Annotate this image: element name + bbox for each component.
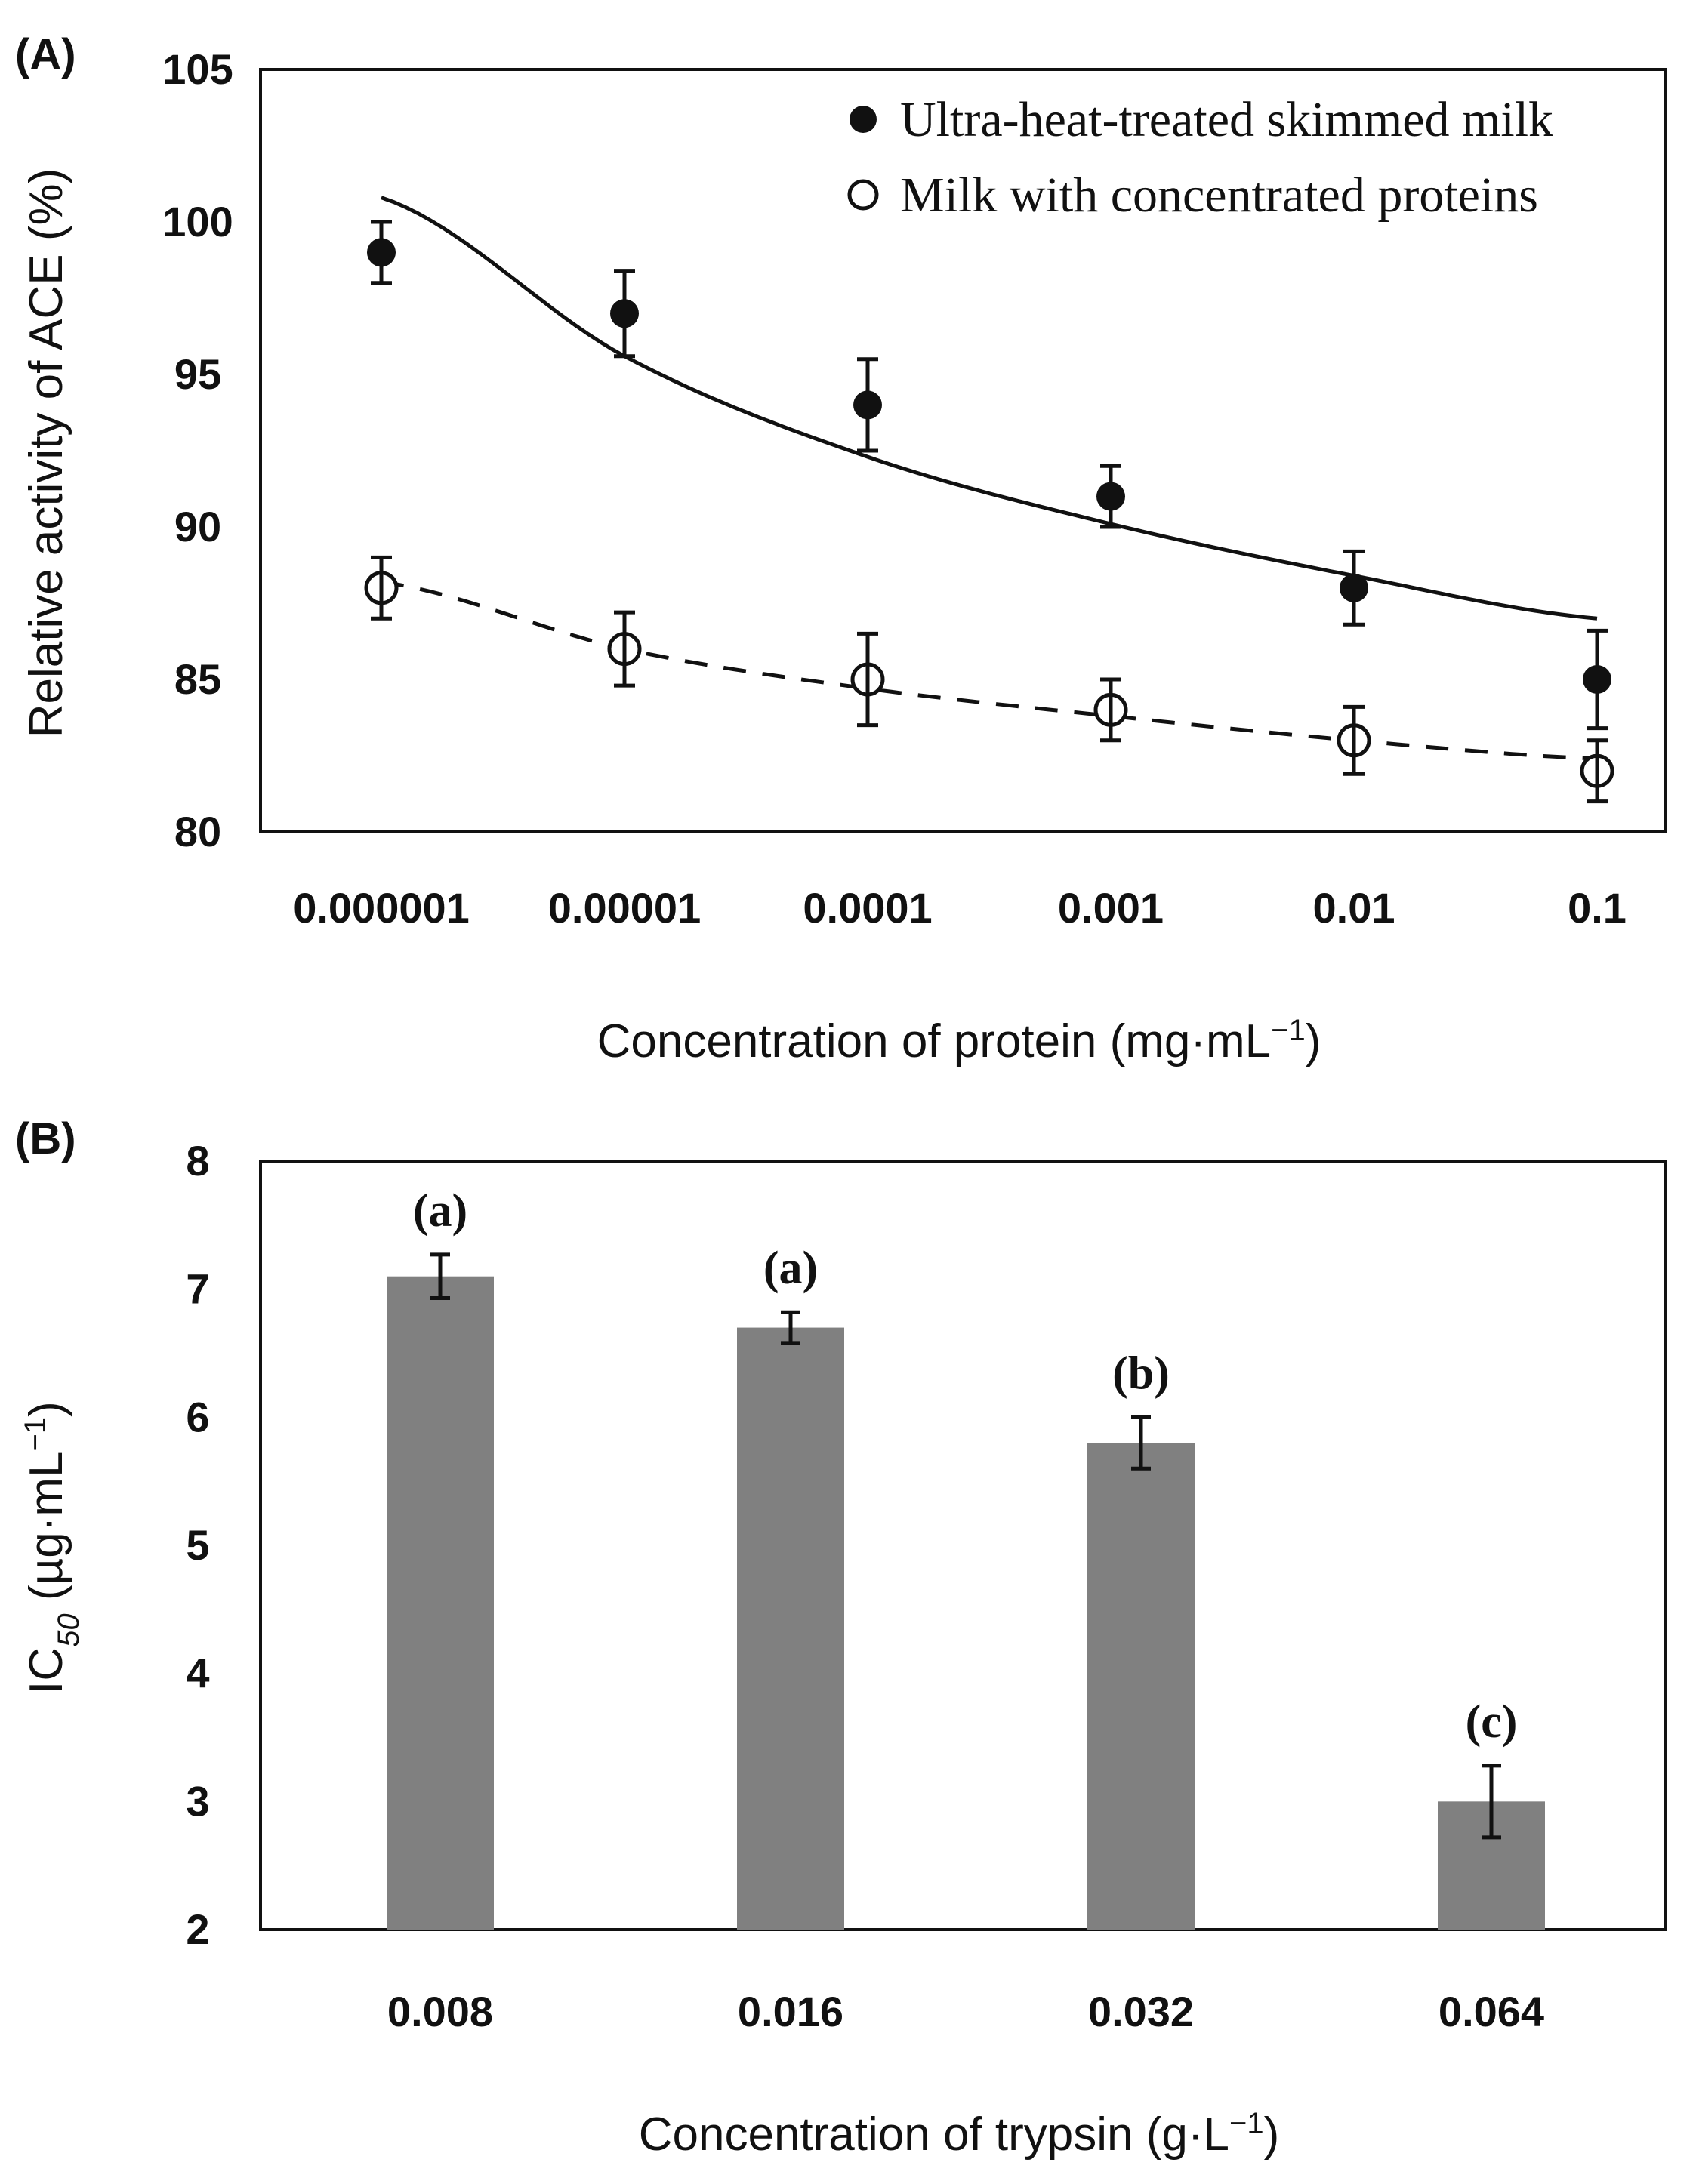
panel-a-error-bars	[371, 220, 1608, 804]
panel-b-y-axis-title-sub: 50	[52, 1613, 85, 1647]
panel-b-y-ticks: 2 3 4 5 6 7 8	[186, 1137, 209, 1953]
panel-a-x-axis-title: Concentration of protein (mg·mL−1)	[597, 1014, 1321, 1067]
data-point-uht-milk	[853, 390, 882, 420]
panel-b-y-tick-label: 8	[186, 1137, 209, 1184]
error-bar	[1131, 1415, 1151, 1471]
panel-a-legend: Ultra-heat-treated skimmed milk Milk wit…	[847, 92, 1553, 223]
panel-a-x-axis-title-main: Concentration of protein (mg·mL	[597, 1015, 1272, 1067]
panel-b-y-tick-label: 6	[186, 1393, 209, 1440]
panel-b-y-axis-title-end: )	[20, 1401, 72, 1417]
panel-b-x-tick-label: 0.032	[1088, 1988, 1194, 2035]
panel-b-x-ticks: 0.008 0.016 0.032 0.064	[387, 1988, 1544, 2035]
panel-b-error-bars	[430, 1252, 1501, 1840]
panel-b-bars	[387, 1276, 1545, 1930]
panel-b-y-axis-title-main: IC	[20, 1647, 72, 1694]
data-point-uht-milk	[1583, 665, 1611, 694]
panel-b-y-tick-label: 3	[186, 1777, 209, 1825]
panel-b-bar-chart: (B) 2 3 4 5 6 7 8 (a) (a) (b) (c) 0.008 0.016 0.032…	[15, 1114, 1667, 2161]
panel-b-x-axis-title-end: )	[1264, 2109, 1280, 2161]
panel-a-fit-lines	[381, 196, 1598, 761]
bar	[387, 1276, 494, 1930]
bar	[1087, 1443, 1195, 1930]
panel-b-x-axis-title: Concentration of trypsin (g·L−1)	[639, 2107, 1280, 2161]
error-bar	[1482, 1764, 1501, 1840]
panel-a-y-tick-label: 85	[174, 655, 221, 703]
data-point-uht-milk	[1340, 573, 1368, 602]
significance-label: (a)	[763, 1243, 818, 1294]
data-point-uht-milk	[1096, 482, 1125, 511]
panel-a-x-ticks: 0.000001 0.00001 0.0001 0.001 0.01 0.1	[293, 884, 1627, 932]
panel-a-label: (A)	[15, 30, 76, 79]
panel-b-x-axis-title-sup: −1	[1229, 2107, 1264, 2140]
panel-a-line-chart: (A) 80 85 90 95 100 105 0.000001 0.00001 0.0001…	[15, 30, 1667, 1067]
panel-a-y-ticks: 80 85 90 95 100 105	[162, 45, 233, 855]
panel-a-x-tick-label: 0.1	[1568, 884, 1627, 932]
panel-b-x-tick-label: 0.064	[1439, 1988, 1544, 2035]
panel-a-x-tick-label: 0.001	[1058, 884, 1164, 932]
panel-b-x-axis-title-main: Concentration of trypsin (g·L	[639, 2109, 1229, 2161]
panel-a-y-tick-label: 100	[162, 198, 233, 245]
panel-a-x-tick-label: 0.01	[1313, 884, 1395, 932]
panel-a-x-tick-label: 0.000001	[293, 884, 470, 932]
fit-line-concentrated-milk	[381, 580, 1598, 761]
significance-label: (b)	[1112, 1348, 1170, 1399]
panel-a-data-points	[364, 238, 1614, 788]
panel-b-label: (B)	[15, 1114, 76, 1163]
panel-a-y-tick-label: 90	[174, 503, 221, 550]
panel-b-x-tick-label: 0.008	[387, 1988, 493, 2035]
panel-a-x-axis-title-end: )	[1306, 1015, 1321, 1067]
panel-a-x-tick-label: 0.0001	[803, 884, 932, 932]
panel-b-y-axis-title: IC50 (µg·mL−1)	[19, 1401, 85, 1694]
panel-a-y-tick-label: 105	[162, 45, 233, 93]
panel-b-y-axis-title-sup: −1	[19, 1417, 52, 1452]
panel-a-x-tick-label: 0.00001	[548, 884, 701, 932]
panel-a-y-tick-label: 95	[174, 350, 221, 398]
panel-a-y-axis-title: Relative activity of ACE (%)	[20, 168, 72, 738]
legend-label-uht-milk: Ultra-heat-treated skimmed milk	[900, 92, 1553, 147]
panel-b-y-tick-label: 2	[186, 1905, 209, 1953]
legend-marker-uht-milk	[850, 106, 877, 133]
significance-label: (a)	[413, 1185, 467, 1237]
panel-b-y-tick-label: 7	[186, 1265, 209, 1313]
panel-a-plot-frame	[259, 68, 1667, 833]
panel-b-x-tick-label: 0.016	[738, 1988, 843, 2035]
panel-b-y-axis-title-rest: (µg·mL	[20, 1451, 72, 1613]
legend-label-concentrated-milk: Milk with concentrated proteins	[900, 168, 1538, 223]
data-point-uht-milk	[610, 299, 639, 328]
panel-b-significance-labels: (a) (a) (b) (c)	[413, 1185, 1518, 1748]
fit-line-uht-milk	[381, 196, 1598, 621]
panel-b-plot-frame	[259, 1160, 1667, 1931]
error-bar	[430, 1252, 450, 1301]
panel-b-y-tick-label: 5	[186, 1521, 209, 1569]
panel-a-x-axis-title-sup: −1	[1271, 1014, 1306, 1047]
panel-b-y-tick-label: 4	[186, 1650, 209, 1697]
error-bar	[781, 1310, 800, 1345]
data-point-uht-milk	[367, 238, 396, 267]
panel-a-y-tick-label: 80	[174, 808, 221, 855]
significance-label: (c)	[1466, 1696, 1518, 1748]
bar	[737, 1327, 844, 1930]
legend-marker-concentrated-milk	[847, 179, 879, 211]
